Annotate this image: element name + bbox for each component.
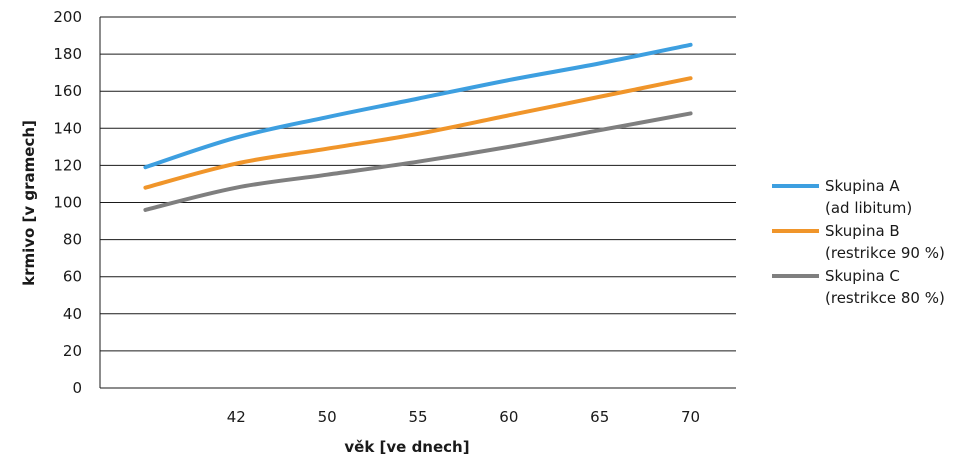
y-tick-label: 40 [63, 305, 82, 323]
series-line-3 [143, 111, 693, 212]
legend-sublabel: (restrikce 90 %) [825, 244, 945, 262]
x-tick-label: 65 [590, 408, 609, 426]
legend-item: Skupina C (restrikce 80 %) [772, 267, 945, 307]
legend-sublabel: (ad libitum) [825, 199, 912, 217]
axes [99, 17, 736, 389]
legend: Skupina A (ad libitum) Skupina B (restrikce… [772, 177, 945, 307]
legend-label: Skupina C [825, 267, 900, 285]
x-axis-title: věk [ve dnech] [344, 438, 469, 456]
y-tick-label: 120 [53, 156, 82, 174]
legend-label: Skupina A [825, 177, 900, 195]
y-tick-label: 20 [63, 342, 82, 360]
x-tick-labels: 42 50 55 60 65 70 [227, 408, 700, 426]
y-tick-labels: 0 20 40 60 80 100 120 140 160 180 200 [53, 8, 82, 397]
legend-item: Skupina A (ad libitum) [772, 177, 912, 217]
legend-label: Skupina B [825, 222, 900, 240]
y-tick-label: 80 [63, 231, 82, 249]
y-tick-label: 60 [63, 268, 82, 286]
y-tick-label: 100 [53, 194, 82, 212]
legend-item: Skupina B (restrikce 90 %) [772, 222, 945, 262]
y-tick-label: 180 [53, 45, 82, 63]
x-tick-label: 55 [408, 408, 427, 426]
x-tick-label: 60 [499, 408, 518, 426]
y-tick-label: 160 [53, 82, 82, 100]
x-tick-label: 70 [681, 408, 700, 426]
series-lines [143, 42, 693, 212]
y-tick-label: 0 [72, 379, 82, 397]
legend-sublabel: (restrikce 80 %) [825, 289, 945, 307]
series-line-2 [143, 76, 693, 190]
series-line-1 [143, 42, 693, 170]
x-tick-label: 50 [318, 408, 337, 426]
y-tick-label: 200 [53, 8, 82, 26]
x-tick-label: 42 [227, 408, 246, 426]
y-axis-title: krmivo [v gramech] [20, 120, 38, 286]
gridlines [100, 16, 736, 352]
y-tick-label: 140 [53, 119, 82, 137]
